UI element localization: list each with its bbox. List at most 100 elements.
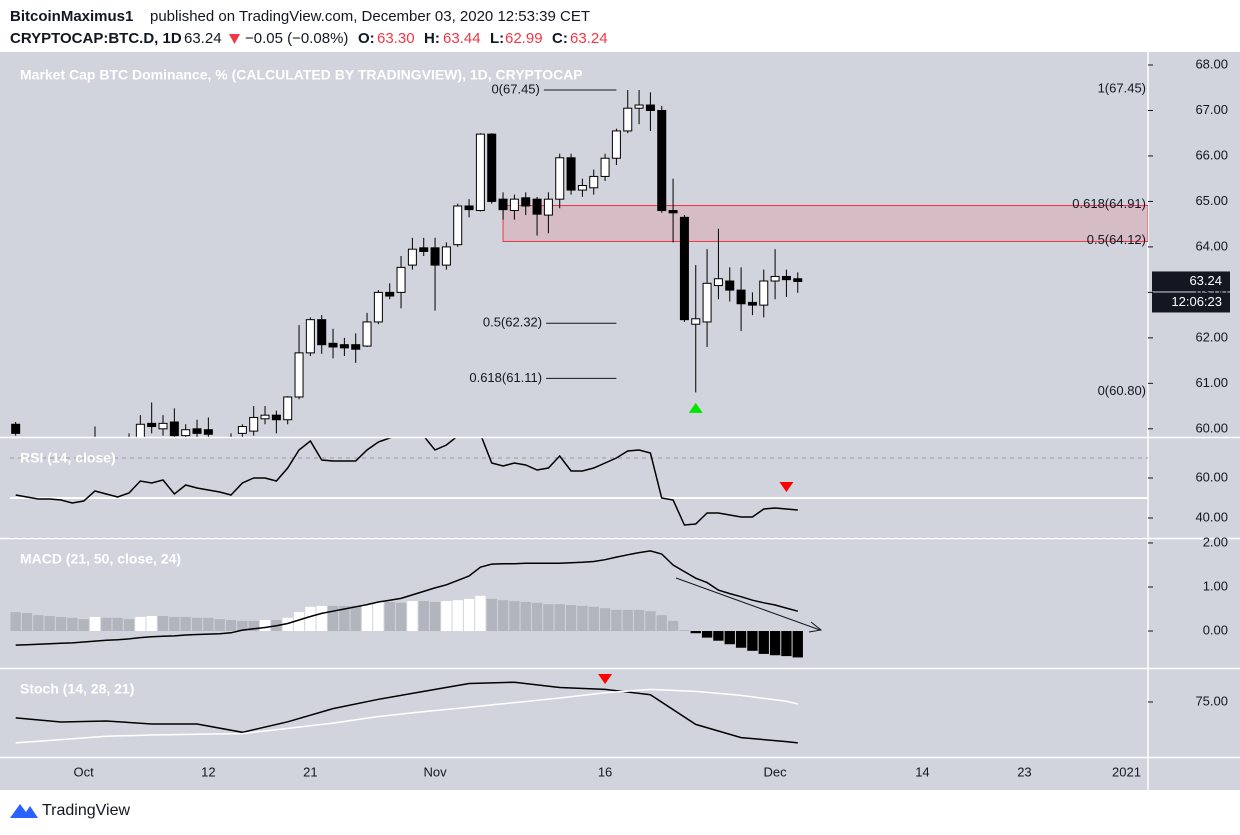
x-tick-label: 14 [915,764,929,779]
candle-body [679,216,689,321]
candle-body [509,198,519,212]
candle-body [589,175,599,189]
y-tick-label: 60.00 [1195,469,1228,484]
histogram-bar [781,631,792,657]
histogram-bar [509,601,520,632]
histogram-bar [67,617,78,632]
candle-body [283,396,293,421]
fib-label: 1(67.45) [1098,80,1146,95]
candle-body [747,301,757,306]
histogram-bar [135,616,146,632]
histogram-bar [531,602,543,632]
candle-body [543,198,553,216]
candle-body [759,280,769,306]
brand: TradingView [42,802,130,819]
price: 63.24 [184,30,222,47]
histogram-bar [21,612,33,632]
ohlc-key: O: [358,30,375,47]
histogram-bar [633,609,645,632]
histogram-bar [520,601,531,632]
candle-body [385,291,395,297]
histogram-bar [78,619,89,632]
x-tick-label: 16 [598,764,612,779]
histogram-bar [373,601,384,632]
histogram-bar [611,609,622,632]
logo [10,804,38,818]
line [15,438,798,526]
y-tick-label: 2.00 [1203,534,1228,549]
line [15,550,798,646]
histogram-bar [747,631,758,651]
candle-body [373,291,383,323]
histogram-bar [361,604,373,632]
histogram-bar [305,606,316,632]
candle-body [441,246,451,266]
candle-body [135,423,145,437]
histogram-bar [792,631,803,658]
histogram-bar [690,631,701,634]
histogram-bar [645,611,656,632]
candle-body [725,280,735,291]
histogram-bar [667,620,679,632]
y-tick-label: 0.00 [1203,622,1228,637]
histogram-bar [758,631,769,654]
y-tick-label: 75.00 [1195,693,1228,708]
signal-marker [779,482,794,492]
histogram-bar [486,598,497,632]
candle-body [645,104,655,111]
ohlc-value: 62.99 [505,30,543,47]
candle-body [430,247,440,266]
pane-title: Market Cap BTC Dominance, % (CALCULATED … [20,67,583,83]
y-tick-label: 66.00 [1195,147,1228,162]
histogram-bar [282,617,293,632]
last-price-box [1152,271,1230,292]
ohlc-key: L: [490,30,504,47]
candle-body [521,197,531,207]
author: BitcoinMaximus1 [10,8,133,25]
histogram-bar [112,617,123,632]
histogram-bar [146,616,157,632]
histogram-bar [543,604,554,632]
x-tick-label: 2021 [1112,764,1141,779]
candle-body [702,282,712,323]
candle-body [147,422,157,428]
trend-arrow [808,621,823,633]
trend-line [675,577,821,631]
candle-body [407,248,417,266]
histogram-bar [577,605,588,632]
logo-icon [10,804,38,818]
histogram-bar [225,620,237,632]
down-icon [229,34,240,44]
x-tick-label: Dec [764,764,788,779]
histogram-bar [599,608,611,632]
histogram-bar [497,600,509,632]
histogram-bar [350,605,361,632]
candle-body [249,416,259,432]
y-tick-label: 65.00 [1195,193,1228,208]
histogram-bar [769,631,781,656]
candle-body [192,428,202,434]
histogram-bar [180,616,191,632]
candle-body [328,342,338,348]
candle-body [203,429,213,435]
x-tick-label: 21 [303,764,317,779]
candle-body [555,157,565,200]
pane-title: MACD (21, 50, close, 24) [20,551,181,567]
fib-label: 0.618(64.91) [1072,196,1146,211]
candle-body [657,109,667,212]
histogram-bar [248,620,259,632]
y-tick-label: 61.00 [1195,375,1228,390]
fib-label: 0.5(62.32) [483,315,542,330]
candle-body [487,133,497,202]
y-tick-label: 64.00 [1195,238,1228,253]
x-tick-label: Nov [423,764,447,779]
last-price-label: 63.24 [1189,273,1222,288]
pane-title: RSI (14, close) [20,450,116,466]
candle-body [453,205,463,246]
histogram-bar [89,616,101,632]
histogram-bar [44,616,55,632]
histogram-bar [475,595,486,632]
pane-title: Stoch (14, 28, 21) [20,681,134,697]
